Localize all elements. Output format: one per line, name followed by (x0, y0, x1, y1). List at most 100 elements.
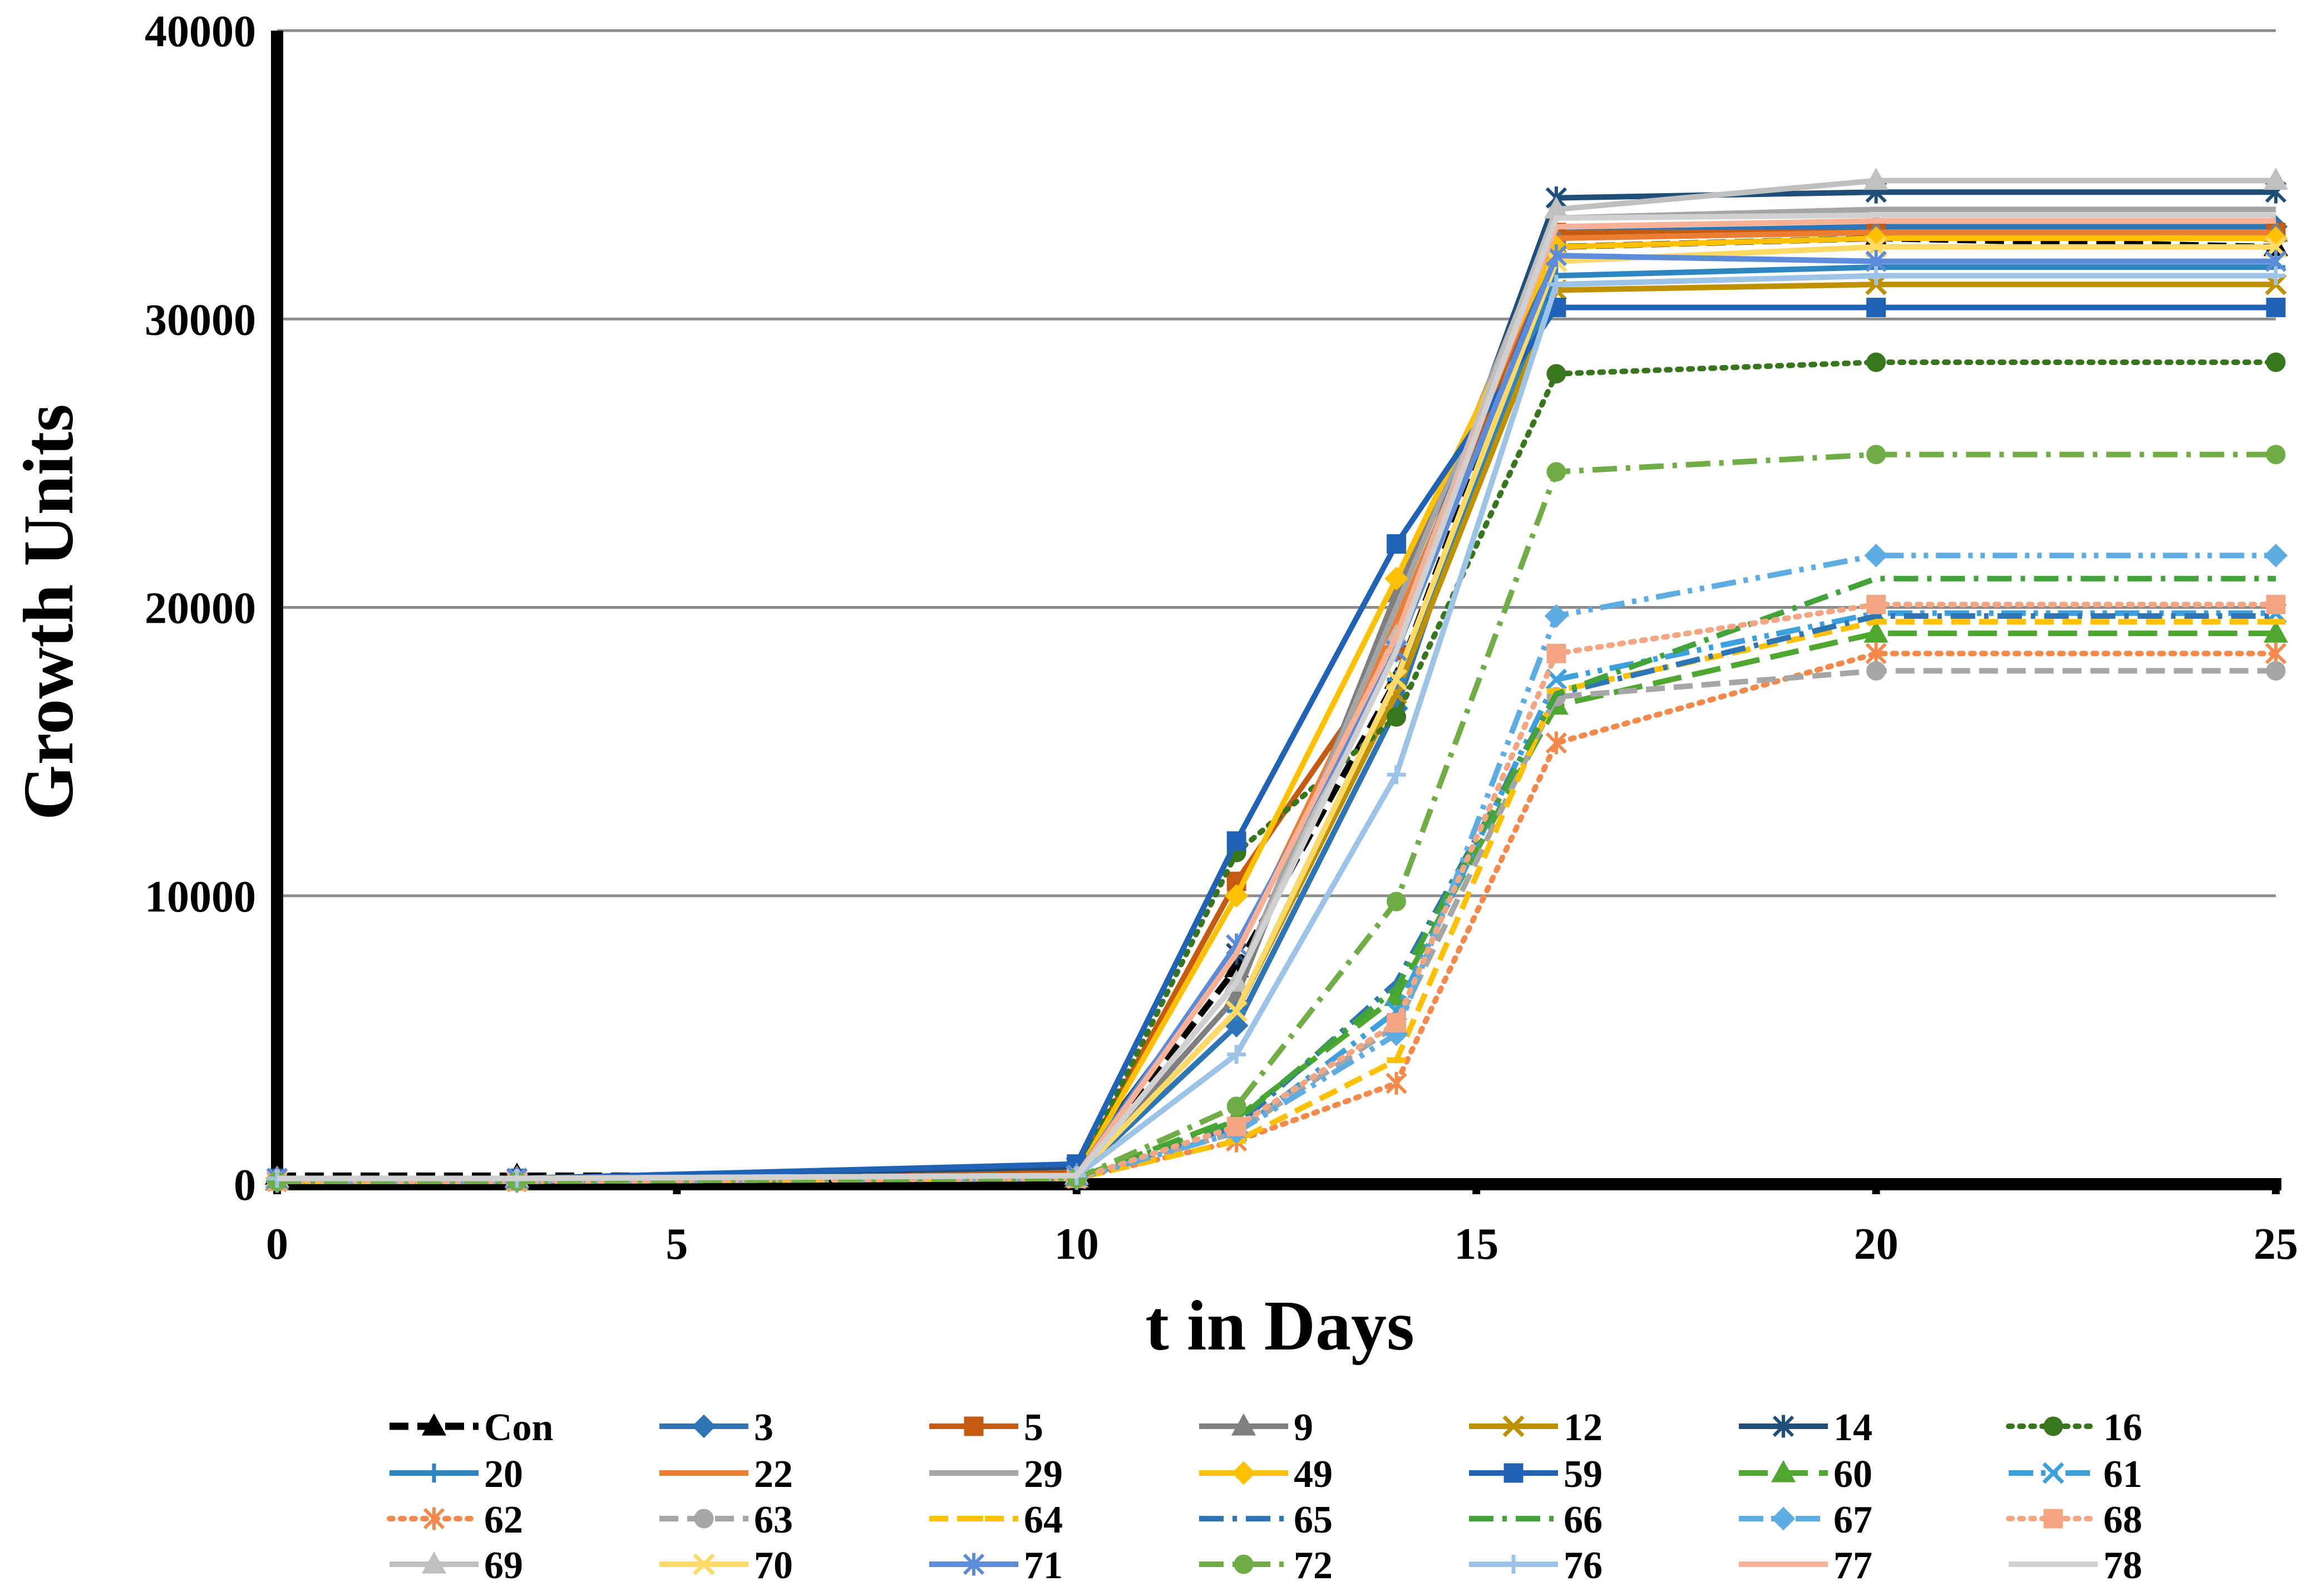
series-line (277, 253, 2276, 1181)
series-lines (264, 168, 2289, 1194)
series-77 (277, 218, 2276, 1181)
legend-label: 63 (754, 1499, 793, 1541)
x-tick-label: 25 (2254, 1220, 2298, 1269)
legend-marker (692, 1414, 716, 1439)
legend-item-61: 61 (2009, 1453, 2142, 1496)
legend-item-62: 62 (387, 1499, 523, 1541)
legend-marker (1771, 1506, 1796, 1531)
legend-item-63: 63 (659, 1499, 793, 1541)
legend-marker (1771, 1460, 1796, 1482)
legend-marker (1502, 1415, 1525, 1437)
legend-item-68: 68 (2006, 1499, 2142, 1541)
y-tick-label: 30000 (145, 295, 256, 344)
x-tick-label: 5 (665, 1220, 688, 1269)
series-71 (266, 244, 2287, 1190)
legend-marker (1231, 1413, 1256, 1436)
data-point (1386, 668, 1407, 691)
legend-label: 12 (1564, 1406, 1603, 1449)
legend-label: 5 (1024, 1406, 1043, 1449)
series-49 (265, 226, 2288, 1190)
legend-item-69: 69 (390, 1544, 523, 1587)
x-tick-label: 0 (266, 1220, 288, 1269)
legend-marker (421, 1551, 447, 1574)
legend-label: 69 (484, 1544, 523, 1587)
series-14 (266, 180, 2287, 1190)
legend-item-64: 64 (929, 1499, 1063, 1541)
legend-item-67: 67 (1739, 1499, 1872, 1541)
data-point (1387, 707, 1406, 727)
legend-item-65: 65 (1199, 1499, 1333, 1541)
legend-marker (964, 1416, 984, 1436)
legend-marker (2043, 1509, 2063, 1529)
legend-marker (2042, 1462, 2064, 1484)
data-point (2264, 543, 2288, 568)
data-point (1544, 604, 1569, 628)
legend-label: 16 (2103, 1406, 2142, 1449)
data-point (1546, 462, 1566, 482)
series-78 (277, 212, 2276, 1181)
x-tick-label: 20 (1854, 1220, 1899, 1269)
legend-label: 76 (1564, 1544, 1603, 1587)
series-line (277, 610, 2276, 1184)
legend-label: 70 (754, 1544, 793, 1587)
series-line (277, 619, 2276, 1184)
data-point (2266, 445, 2286, 465)
legend-label: 22 (754, 1453, 793, 1496)
data-point (2266, 594, 2286, 614)
x-tick-label: 10 (1054, 1220, 1099, 1269)
legend-item-71: 71 (929, 1544, 1063, 1587)
legend-item-78: 78 (2009, 1544, 2142, 1587)
data-point (1226, 1116, 1246, 1136)
series-con (264, 225, 2289, 1185)
series-5 (267, 223, 2286, 1189)
data-point (1224, 884, 1249, 908)
series-line (277, 235, 2276, 1181)
series-line (277, 273, 2276, 1181)
legend-label: 72 (1294, 1544, 1333, 1587)
data-point (1226, 831, 1246, 851)
data-point (1387, 1013, 1406, 1033)
legend-item-60: 60 (1739, 1453, 1872, 1496)
legend-item-16: 16 (2006, 1406, 2142, 1449)
legend-item-77: 77 (1739, 1544, 1872, 1587)
data-point (1225, 1000, 1248, 1022)
series-line (277, 218, 2276, 1181)
legend-marker (425, 1464, 443, 1482)
legend-item-20: 20 (390, 1453, 523, 1496)
series-line (277, 229, 2276, 1181)
legend-item-59: 59 (1469, 1453, 1603, 1496)
legend-item-22: 22 (659, 1453, 793, 1496)
data-point (1545, 731, 1567, 755)
legend-label: 66 (1564, 1499, 1603, 1541)
data-point (1226, 1096, 1246, 1116)
legend-label: 61 (2103, 1453, 2142, 1496)
axes (271, 31, 2281, 1190)
series-line (277, 304, 2276, 1181)
legend-label: 59 (1564, 1453, 1603, 1496)
data-point (2266, 298, 2286, 317)
data-point (1866, 298, 1886, 317)
legend-item-con: Con (390, 1406, 553, 1449)
data-point (1865, 642, 1887, 665)
data-point (1387, 534, 1406, 554)
legend-label: 9 (1294, 1406, 1313, 1449)
data-point (2266, 266, 2285, 285)
legend-item-5: 5 (929, 1406, 1043, 1449)
series-line (277, 206, 2276, 1181)
legend-label: 64 (1024, 1499, 1063, 1541)
series-line (277, 451, 2276, 1184)
legend-marker (693, 1553, 715, 1575)
series-line (277, 264, 2276, 1181)
data-point (1384, 567, 1408, 590)
data-point (1864, 543, 1888, 568)
legend-item-66: 66 (1469, 1499, 1603, 1541)
data-point (1224, 1013, 1249, 1038)
legend-item-76: 76 (1469, 1544, 1603, 1587)
legend-item-29: 29 (929, 1453, 1063, 1496)
legend-label: 67 (1833, 1499, 1872, 1541)
legend-marker (423, 1507, 445, 1530)
y-tick-label: 40000 (145, 7, 256, 56)
y-tick-label: 0 (234, 1161, 256, 1210)
legend-item-70: 70 (659, 1544, 793, 1587)
